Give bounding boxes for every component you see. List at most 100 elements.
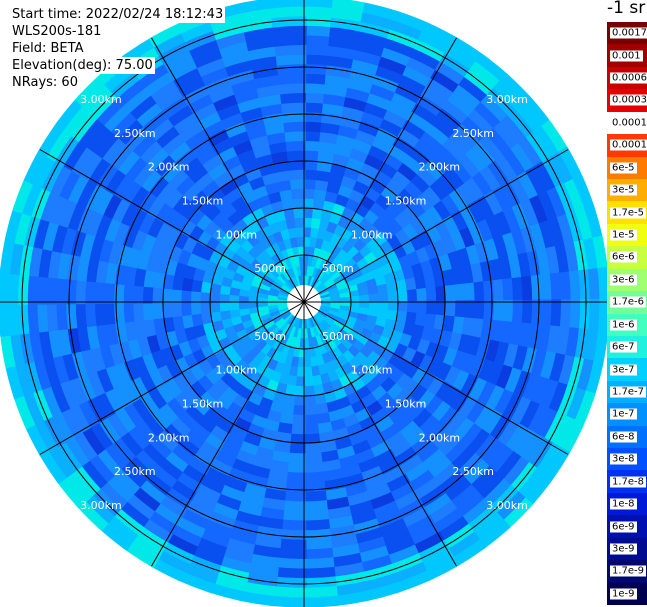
data-cell xyxy=(279,308,290,316)
data-cell xyxy=(58,166,83,200)
data-cell xyxy=(276,274,287,285)
data-cell xyxy=(358,345,374,360)
data-cell xyxy=(345,87,374,104)
colorbar-tick-label: 0.00017 xyxy=(610,117,647,129)
data-cell xyxy=(502,148,529,181)
data-cell xyxy=(290,188,306,200)
data-cell xyxy=(271,576,307,589)
data-cell xyxy=(219,292,230,303)
data-cell xyxy=(234,500,263,517)
data-cell xyxy=(493,341,510,369)
data-cell xyxy=(95,320,110,348)
data-cell xyxy=(320,381,335,395)
range-ring-label: 500m xyxy=(254,330,286,343)
azimuth-spoke xyxy=(151,301,305,567)
colorbar-tick-label: 6e-8 xyxy=(610,431,637,443)
data-cell xyxy=(153,548,191,574)
data-cell xyxy=(79,229,97,259)
data-cell xyxy=(276,63,307,76)
data-cell xyxy=(296,236,305,247)
range-ring-label: 1.50km xyxy=(182,194,224,207)
data-cell xyxy=(267,293,279,300)
data-cell xyxy=(389,19,428,43)
data-cell xyxy=(314,334,324,347)
data-cell xyxy=(301,92,328,104)
data-cell xyxy=(320,298,332,303)
data-cell xyxy=(363,483,392,502)
data-cell xyxy=(425,500,458,527)
data-cell xyxy=(425,286,437,304)
data-cell xyxy=(12,174,36,214)
data-cell xyxy=(413,39,450,65)
data-cell xyxy=(406,300,418,316)
data-cell xyxy=(318,141,340,155)
data-cell xyxy=(207,127,233,147)
data-cell xyxy=(275,169,293,183)
data-cell xyxy=(257,305,269,313)
data-cell xyxy=(282,111,306,123)
data-cell xyxy=(150,77,183,104)
data-cell xyxy=(518,137,546,172)
range-ring-label: 1.00km xyxy=(351,364,393,377)
data-cell xyxy=(281,311,292,321)
data-cell xyxy=(285,279,295,290)
data-cell xyxy=(78,114,108,148)
data-cell xyxy=(363,102,392,121)
data-cell xyxy=(323,317,334,327)
range-ring-label: 2.50km xyxy=(114,127,156,140)
data-cell xyxy=(94,364,114,394)
data-cell xyxy=(103,101,134,132)
data-cell xyxy=(578,299,591,335)
data-cell xyxy=(293,385,305,397)
data-cell xyxy=(46,272,59,305)
data-cell xyxy=(584,204,604,244)
data-cell xyxy=(295,366,305,378)
data-cell xyxy=(298,255,305,267)
data-cell xyxy=(461,317,475,340)
colorbar-tick-label: 3e-6 xyxy=(610,274,637,286)
data-cell xyxy=(21,178,45,217)
data-cell xyxy=(171,273,185,291)
data-cell xyxy=(280,333,290,345)
data-cell xyxy=(30,384,53,422)
data-cell xyxy=(237,96,265,113)
data-cell xyxy=(469,60,505,92)
data-cell xyxy=(454,123,483,152)
data-cell xyxy=(518,432,546,467)
data-cell xyxy=(387,301,399,313)
data-cell xyxy=(521,95,554,131)
data-cell xyxy=(192,100,221,123)
data-cell xyxy=(219,309,232,321)
data-cell xyxy=(514,467,546,503)
data-cell xyxy=(558,146,585,185)
range-ring-label: 2.50km xyxy=(114,465,156,478)
data-cell xyxy=(200,65,233,86)
data-cell xyxy=(270,5,307,19)
instrument-name: WLS200s-181 xyxy=(12,23,104,40)
colorbar-tick-label: 0.0017 xyxy=(610,27,647,39)
data-cell xyxy=(248,306,260,315)
data-cell xyxy=(392,268,406,284)
data-cell xyxy=(221,49,255,68)
data-cell xyxy=(356,554,393,574)
data-cell xyxy=(343,491,371,508)
data-cell xyxy=(276,261,287,273)
data-cell xyxy=(142,470,172,497)
data-cell xyxy=(41,156,67,193)
data-cell xyxy=(319,272,329,283)
data-cell xyxy=(179,119,207,142)
data-cell xyxy=(303,347,311,358)
data-cell xyxy=(479,439,507,470)
data-cell xyxy=(325,280,337,289)
data-cell xyxy=(302,433,321,445)
colorbar-tick-label: 3e-9 xyxy=(610,543,637,555)
colorbar-tick-label: 6e-5 xyxy=(610,162,637,174)
data-cell xyxy=(489,258,504,285)
colorbar-tick-label: 0.0003 xyxy=(610,94,647,106)
data-cell xyxy=(584,360,604,400)
data-cell xyxy=(447,484,479,512)
data-cell xyxy=(168,341,184,362)
data-cell xyxy=(67,373,88,406)
data-cell xyxy=(62,432,90,467)
data-cell xyxy=(237,491,265,508)
